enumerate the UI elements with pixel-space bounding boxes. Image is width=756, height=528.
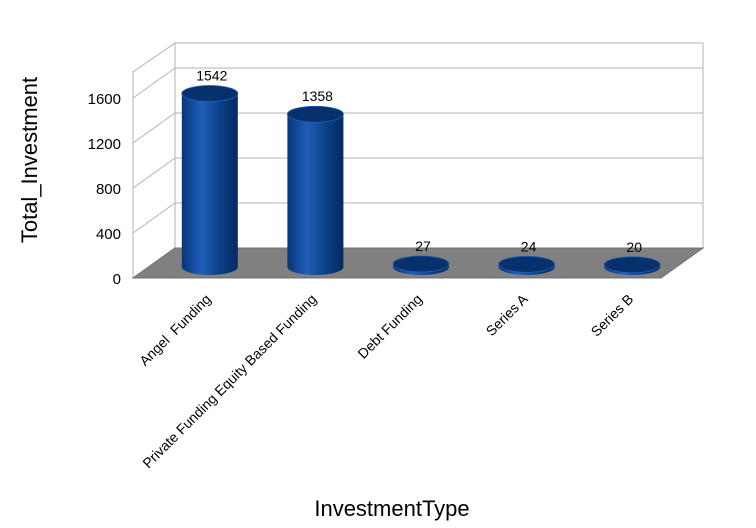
- bar-top: [286, 105, 344, 123]
- back-wall: [174, 42, 704, 249]
- data-labels: 1542 1358 27 24 20: [196, 68, 642, 255]
- data-label: 20: [626, 239, 642, 255]
- bars: [181, 85, 661, 276]
- y-tick-label: 1200: [88, 136, 121, 153]
- x-axis-title: InvestmentType: [314, 496, 469, 521]
- bar: [392, 255, 450, 275]
- y-tick-label: 400: [96, 226, 121, 243]
- gridlines: [132, 67, 703, 234]
- bar-top: [181, 85, 239, 102]
- bar: [603, 256, 661, 275]
- x-tick-label: Series A: [483, 290, 532, 339]
- y-tick-labels: 0 400 800 1200 1600: [88, 91, 121, 288]
- gridline-side: [132, 67, 176, 99]
- bar: [181, 85, 239, 276]
- x-tick-label: Angel Funding: [136, 291, 214, 369]
- bar-top: [603, 256, 661, 274]
- bar-top: [392, 255, 450, 273]
- y-axis-title: Total_Investment: [17, 77, 42, 243]
- gridline-side: [132, 157, 176, 189]
- bar-body: [287, 114, 344, 275]
- bar: [498, 255, 555, 275]
- gridline-side: [132, 112, 176, 144]
- bar: [286, 105, 344, 275]
- data-label: 24: [521, 238, 537, 254]
- y-tick-label: 1600: [88, 91, 121, 108]
- y-tick-label: 800: [96, 181, 121, 198]
- bar-body: [181, 93, 238, 276]
- gridline-side: [132, 202, 176, 234]
- y-tick-label: 0: [113, 271, 121, 288]
- side-wall: [132, 42, 176, 279]
- data-label: 27: [415, 238, 431, 254]
- bar-top: [498, 255, 555, 273]
- x-tick-label: Private Funding Equity Based Funding: [139, 291, 319, 471]
- x-tick-label: Series B: [588, 291, 637, 340]
- data-label: 1358: [302, 88, 333, 104]
- x-tick-label: Debt Funding: [354, 291, 425, 362]
- data-label: 1542: [196, 68, 227, 84]
